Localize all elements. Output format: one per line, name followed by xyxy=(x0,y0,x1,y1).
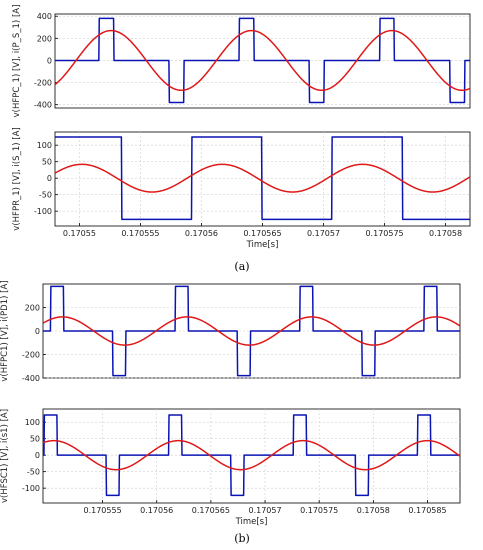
x-tick-label: 0.17058 xyxy=(357,506,390,515)
x-tick-label: 0.17058 xyxy=(429,229,462,238)
y-axis-label: v(HFPC_1) [V], i(P_S_1) [A] xyxy=(12,5,22,118)
x-tick-label: 0.170565 xyxy=(243,229,281,238)
x-tick-label: 0.17056 xyxy=(140,506,173,515)
plot-area xyxy=(42,408,461,504)
y-axis-label: v(HFPR_1) [V], i(S_1) [A] xyxy=(12,127,22,230)
y-axis-label: v(HFPC1) [V], i(PD1) [A] xyxy=(0,280,10,381)
y-axis-label: v(HFSC1) [V], i(s1) [A] xyxy=(0,409,10,503)
y-tick-label: -400 xyxy=(34,101,52,110)
x-tick-label: 0.170575 xyxy=(300,506,338,515)
x-tick-label: 0.17057 xyxy=(307,229,340,238)
series-pulse-0 xyxy=(42,285,461,377)
chart-a2: -100 -50 0 50 100 0.17055 0.170555 0.17056 0.170… xyxy=(12,127,471,250)
charts-layer: -400 -200 0 200 400 v(HFPC_1) [V], i(P_S_1) [… xyxy=(0,5,471,527)
y-tick-label: 50 xyxy=(42,158,52,167)
x-axis-label: Time[s] xyxy=(235,517,268,527)
series-sine-1 xyxy=(42,316,461,346)
y-tick-label: -200 xyxy=(22,351,40,360)
series-pulse-0 xyxy=(54,17,471,104)
y-tick-label: -100 xyxy=(34,207,52,216)
y-tick-label: -400 xyxy=(22,374,40,383)
chart-a1: -400 -200 0 200 400 v(HFPC_1) [V], i(P_S_1) [… xyxy=(12,5,471,118)
y-tick-label: 100 xyxy=(37,141,52,150)
y-tick-label: 200 xyxy=(37,34,52,43)
y-tick-label: 400 xyxy=(37,12,52,21)
chart-b2: -100 -50 0 50 100 0.170555 0.17056 0.170565 0.17… xyxy=(0,408,461,527)
x-tick-label: 0.170585 xyxy=(408,506,446,515)
y-tick-label: 0 xyxy=(35,451,40,460)
caption-a: (a) xyxy=(234,260,249,273)
series-sine-1 xyxy=(42,439,461,471)
y-tick-label: 0 xyxy=(47,56,52,65)
y-tick-label: 200 xyxy=(25,304,40,313)
y-tick-label: -50 xyxy=(39,191,52,200)
y-tick-label: 100 xyxy=(25,418,40,427)
y-tick-label: -200 xyxy=(34,79,52,88)
x-axis-label: Time[s] xyxy=(246,240,279,250)
x-tick-label: 0.170565 xyxy=(192,506,230,515)
series-square-0 xyxy=(54,136,471,221)
y-tick-label: -100 xyxy=(22,484,40,493)
x-tick-label: 0.17056 xyxy=(185,229,218,238)
series-sine-1 xyxy=(54,29,471,92)
y-tick-label: -50 xyxy=(27,468,40,477)
x-tick-label: 0.170575 xyxy=(365,229,403,238)
chart-b1: -400 -200 0 200 v(HFPC1) [V], i(PD1) [A] xyxy=(0,280,461,383)
y-tick-label: 50 xyxy=(30,435,40,444)
series-pulse-0 xyxy=(42,414,461,497)
caption-b: (b) xyxy=(234,532,250,545)
x-tick-label: 0.17057 xyxy=(248,506,281,515)
x-tick-label: 0.17055 xyxy=(63,229,96,238)
y-tick-label: 0 xyxy=(35,327,40,336)
x-tick-label: 0.170555 xyxy=(121,229,159,238)
x-tick-label: 0.170555 xyxy=(83,506,121,515)
y-tick-label: 0 xyxy=(47,174,52,183)
series-sine-1 xyxy=(54,163,471,193)
